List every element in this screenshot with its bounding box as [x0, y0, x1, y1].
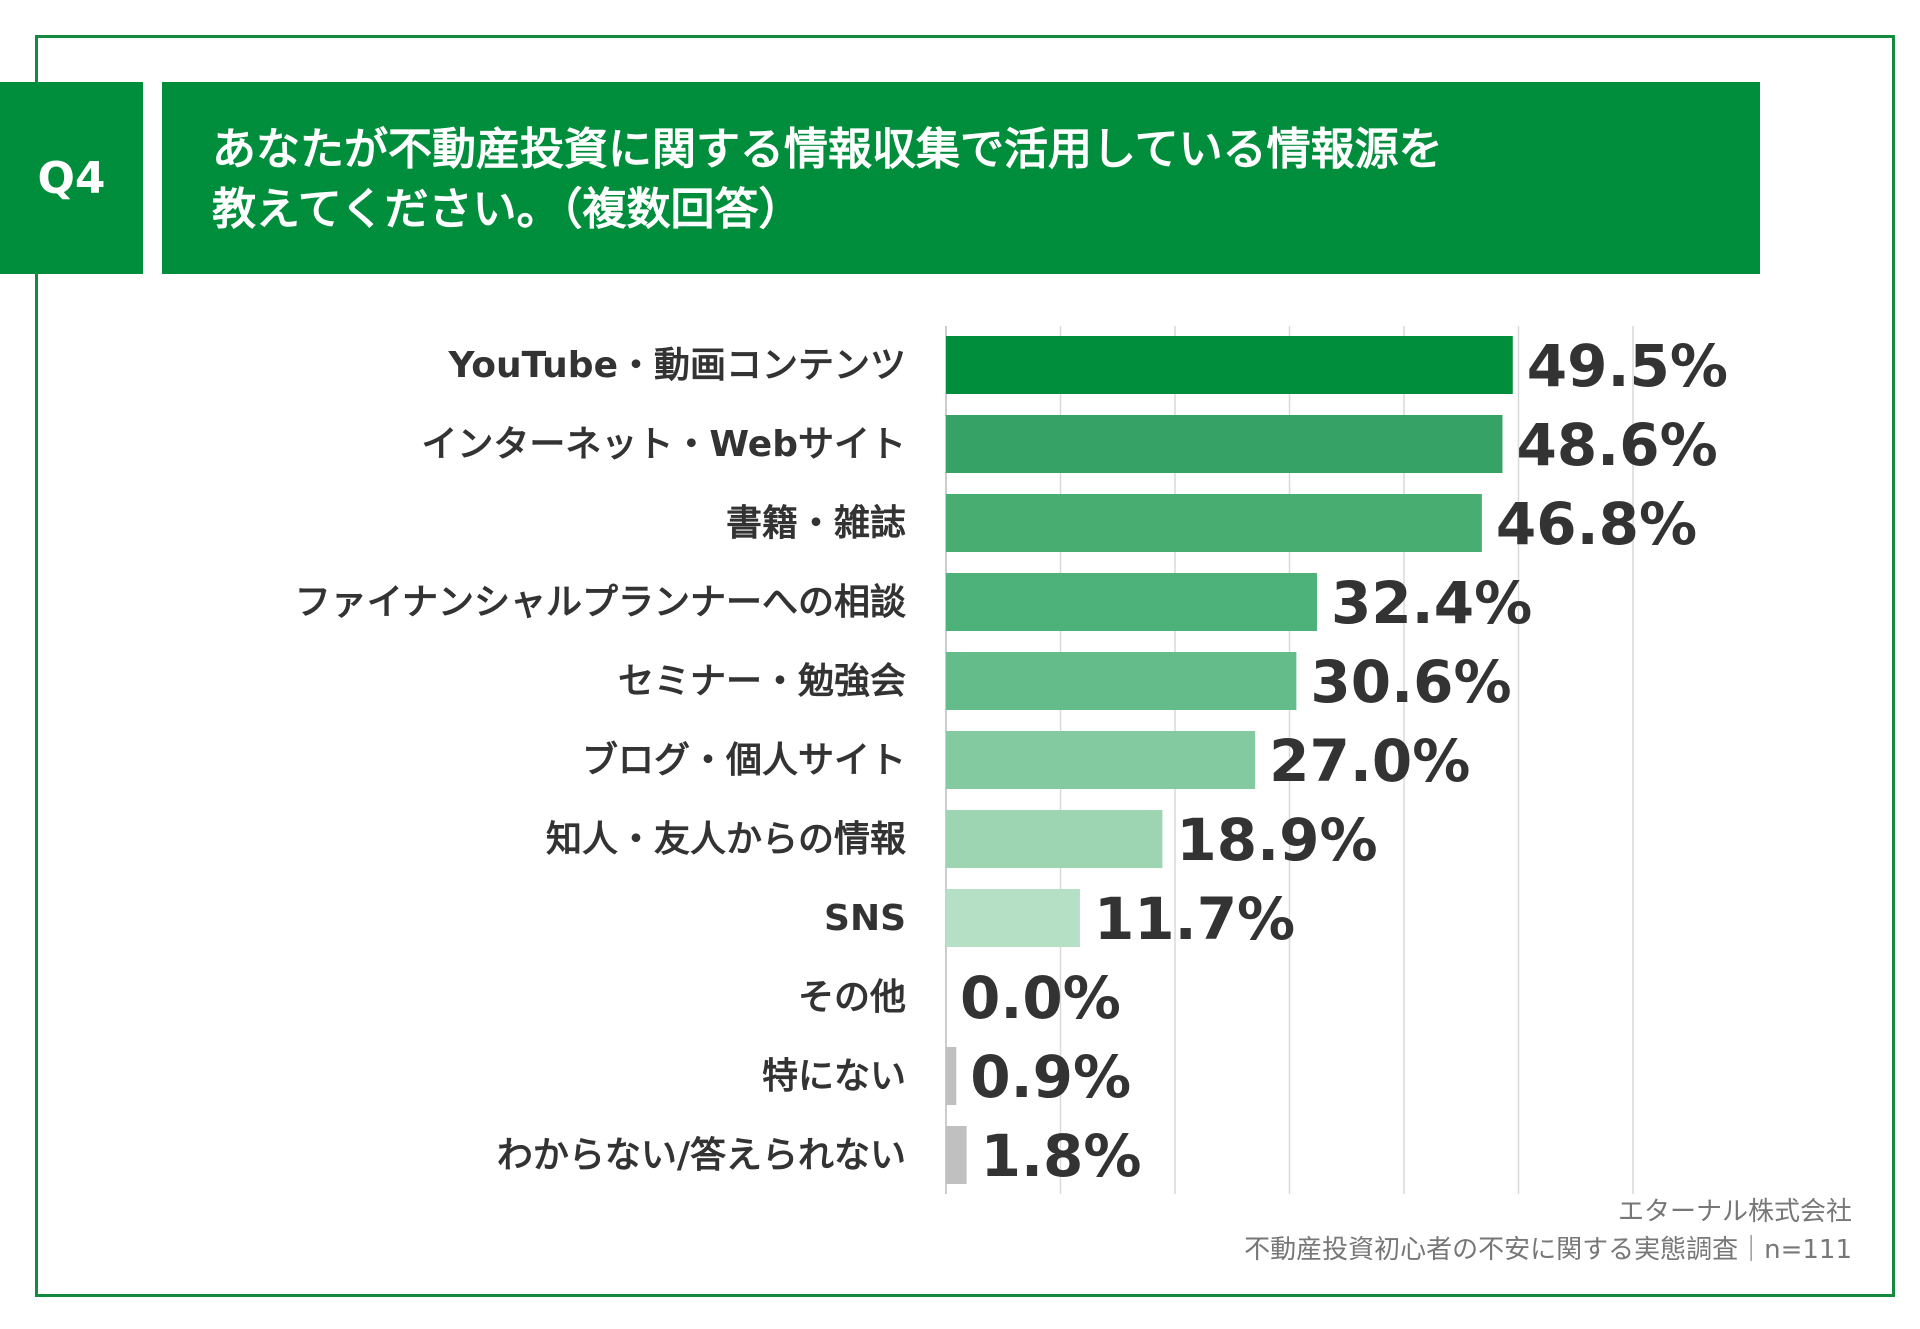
question-badge: Q4: [0, 82, 143, 274]
source-company: エターナル株式会社: [1617, 1197, 1852, 1227]
value-label: 0.9%: [970, 1043, 1131, 1111]
question-title-line-1: あなたが不動産投資に関する情報収集で活用している情報源を: [212, 124, 1443, 175]
value-label: 1.8%: [981, 1122, 1142, 1190]
category-label: YouTube・動画コンテンツ: [447, 345, 906, 386]
value-label: 32.4%: [1331, 569, 1532, 637]
value-label: 30.6%: [1310, 648, 1511, 716]
category-label: 知人・友人からの情報: [546, 819, 906, 860]
category-label: その他: [798, 977, 906, 1018]
bar: [946, 1126, 967, 1184]
bar: [946, 1047, 957, 1105]
category-label: ブログ・個人サイト: [582, 739, 906, 781]
source-survey: 不動産投資初心者の不安に関する実態調査｜n=111: [1244, 1235, 1852, 1265]
value-label: 27.0%: [1269, 727, 1470, 795]
value-label: 48.6%: [1516, 411, 1717, 479]
category-label: わからない/答えられない: [497, 1135, 906, 1176]
chart-frame: [35, 35, 1895, 1297]
value-label: 49.5%: [1527, 332, 1728, 400]
question-title-line-2: 教えてください。（複数回答）: [212, 184, 803, 235]
category-label: 書籍・雑誌: [726, 502, 906, 544]
source-note: エターナル株式会社 不動産投資初心者の不安に関する実態調査｜n=111: [1244, 1193, 1852, 1269]
bar: [946, 889, 1080, 947]
category-label: 特にない: [762, 1056, 906, 1097]
value-label: 11.7%: [1094, 885, 1295, 953]
bar: [946, 652, 1297, 710]
value-label: 0.0%: [960, 964, 1121, 1032]
bar: [946, 494, 1482, 552]
category-label: SNS: [824, 898, 906, 939]
category-label: ファイナンシャルプランナーへの相談: [295, 582, 906, 623]
category-label: インターネット・Webサイト: [421, 424, 906, 465]
value-label: 18.9%: [1176, 806, 1377, 874]
bar: [946, 415, 1503, 473]
value-label: 46.8%: [1496, 490, 1697, 558]
category-label: セミナー・勉強会: [618, 661, 906, 702]
bar: [946, 336, 1513, 394]
bar: [946, 810, 1163, 868]
question-title-box: あなたが不動産投資に関する情報収集で活用している情報源を 教えてください。（複数…: [162, 82, 1760, 274]
bar: [946, 731, 1256, 789]
bar: [946, 573, 1317, 631]
